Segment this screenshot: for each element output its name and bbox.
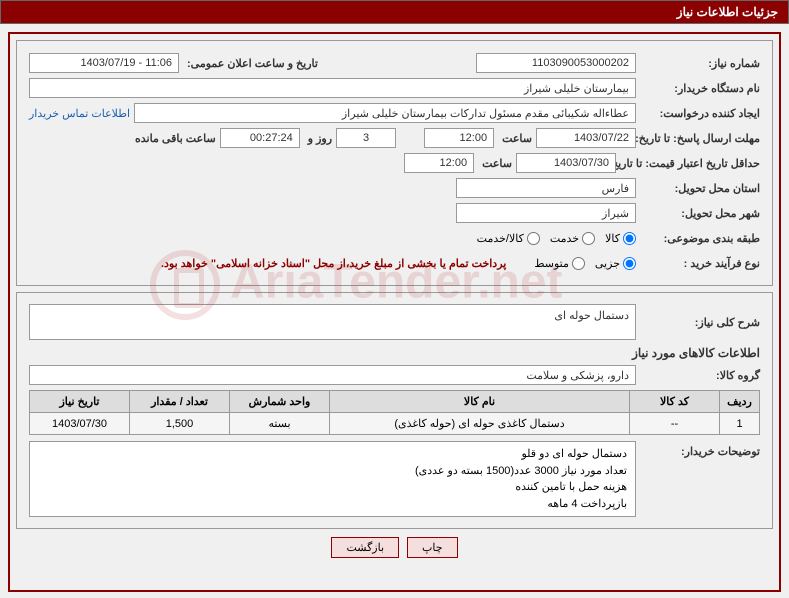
radio-goods-service-input[interactable] [527,232,540,245]
response-date-field: 1403/07/22 [536,128,636,148]
row-response-deadline: مهلت ارسال پاسخ: تا تاریخ: 1403/07/22 سا… [29,127,760,149]
row-needs-number: شماره نیاز: 1103090053000202 تاریخ و ساع… [29,52,760,74]
remaining-label: ساعت باقی مانده [131,132,216,145]
row-price-validity: حداقل تاریخ اعتبار قیمت: تا تاریخ: 1403/… [29,152,760,174]
payment-note: پرداخت تمام یا بخشی از مبلغ خرید،از محل … [161,257,506,270]
process-type-label: نوع فرآیند خرید : [640,257,760,270]
radio-service-input[interactable] [582,232,595,245]
td-name: دستمال کاغذی حوله ای (حوله کاغذی) [330,413,630,435]
radio-service[interactable]: خدمت [550,232,595,245]
buttons-row: چاپ بازگشت [16,537,773,558]
price-validity-label: حداقل تاریخ اعتبار قیمت: تا تاریخ: [620,157,760,170]
goods-group-label: گروه کالا: [640,369,760,382]
process-radio-group: جزیی متوسط [534,257,636,270]
goods-group-field: دارو، پزشکی و سلامت [29,365,636,385]
row-requester: ایجاد کننده درخواست: عطاءاله شکیبائی مقد… [29,102,760,124]
delivery-province-label: استان محل تحویل: [640,182,760,195]
price-validity-date-field: 1403/07/30 [516,153,616,173]
buyer-notes-label: توضیحات خریدار: [640,441,760,458]
td-code: -- [630,413,720,435]
radio-partial-input[interactable] [623,257,636,270]
row-delivery-province: استان محل تحویل: فارس [29,177,760,199]
row-general-desc: شرح کلی نیاز: دستمال حوله ای [29,304,760,340]
category-label: طبقه بندی موضوعی: [640,232,760,245]
row-buyer-org: نام دستگاه خریدار: بیمارستان خلیلی شیراز [29,77,760,99]
td-qty: 1,500 [130,413,230,435]
th-unit: واحد شمارش [230,391,330,413]
page-title: جزئیات اطلاعات نیاز [677,5,778,19]
back-button[interactable]: بازگشت [331,537,399,558]
td-unit: بسته [230,413,330,435]
th-code: کد کالا [630,391,720,413]
page-header: جزئیات اطلاعات نیاز [0,0,789,24]
category-radio-group: کالا خدمت کالا/خدمت [477,232,636,245]
delivery-province-field: فارس [456,178,636,198]
response-deadline-label: مهلت ارسال پاسخ: تا تاریخ: [640,132,760,145]
requester-field: عطاءاله شکیبائی مقدم مسئول تدارکات بیمار… [134,103,636,123]
table-row: 1 -- دستمال کاغذی حوله ای (حوله کاغذی) ب… [30,413,760,435]
row-category: طبقه بندی موضوعی: کالا خدمت کالا/خدمت [29,227,760,249]
buyer-org-label: نام دستگاه خریدار: [640,82,760,95]
needs-number-label: شماره نیاز: [640,57,760,70]
radio-goods-input[interactable] [623,232,636,245]
price-validity-time-field: 12:00 [404,153,474,173]
row-buyer-notes: توضیحات خریدار: دستمال حوله ای دو قلو تع… [29,441,760,517]
goods-table: ردیف کد کالا نام کالا واحد شمارش تعداد /… [29,390,760,435]
buyer-org-field: بیمارستان خلیلی شیراز [29,78,636,98]
announce-date-field: 11:06 - 1403/07/19 [29,53,179,73]
hour-label-2: ساعت [478,157,512,170]
radio-goods-service[interactable]: کالا/خدمت [477,232,540,245]
needs-number-field: 1103090053000202 [476,53,636,73]
row-goods-group: گروه کالا: دارو، پزشکی و سلامت [29,364,760,386]
th-qty: تعداد / مقدار [130,391,230,413]
description-section: شرح کلی نیاز: دستمال حوله ای اطلاعات کال… [16,292,773,529]
delivery-city-label: شهر محل تحویل: [640,207,760,220]
radio-goods[interactable]: کالا [605,232,636,245]
hour-label-1: ساعت [498,132,532,145]
general-desc-field: دستمال حوله ای [29,304,636,340]
requester-label: ایجاد کننده درخواست: [640,107,760,120]
form-section: شماره نیاز: 1103090053000202 تاریخ و ساع… [16,40,773,286]
announce-date-label: تاریخ و ساعت اعلان عمومی: [183,57,318,70]
radio-partial[interactable]: جزیی [595,257,636,270]
countdown-field: 00:27:24 [220,128,300,148]
th-date: تاریخ نیاز [30,391,130,413]
buyer-notes-field: دستمال حوله ای دو قلو تعداد مورد نیاز 30… [29,441,636,517]
response-time-field: 12:00 [424,128,494,148]
print-button[interactable]: چاپ [407,537,458,558]
td-date: 1403/07/30 [30,413,130,435]
td-row: 1 [720,413,760,435]
th-row: ردیف [720,391,760,413]
main-container: شماره نیاز: 1103090053000202 تاریخ و ساع… [8,32,781,592]
contact-link[interactable]: اطلاعات تماس خریدار [29,107,130,120]
table-header-row: ردیف کد کالا نام کالا واحد شمارش تعداد /… [30,391,760,413]
days-label: روز و [304,132,332,145]
days-field: 3 [336,128,396,148]
delivery-city-field: شیراز [456,203,636,223]
row-delivery-city: شهر محل تحویل: شیراز [29,202,760,224]
radio-medium-input[interactable] [572,257,585,270]
goods-section-title: اطلاعات کالاهای مورد نیاز [29,346,760,360]
row-process-type: نوع فرآیند خرید : جزیی متوسط پرداخت تمام… [29,252,760,274]
general-desc-label: شرح کلی نیاز: [640,316,760,329]
radio-medium[interactable]: متوسط [534,257,585,270]
th-name: نام کالا [330,391,630,413]
